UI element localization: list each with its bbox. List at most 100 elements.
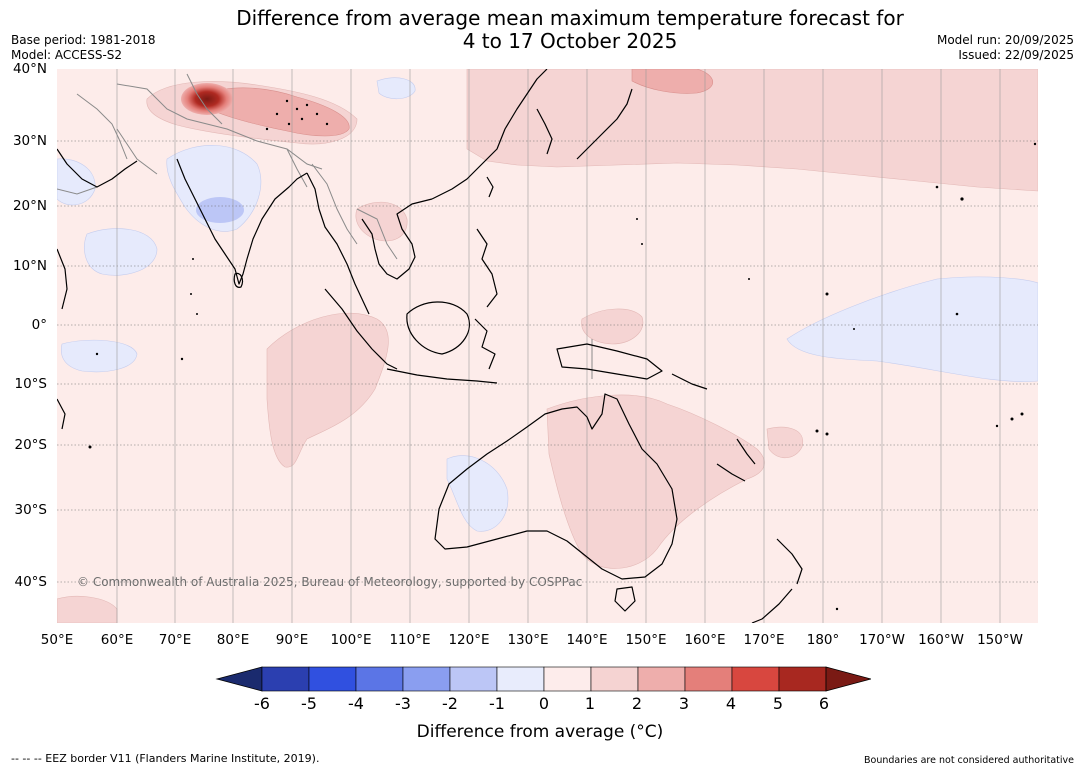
colorbar-tick-label: 1 [584, 694, 596, 713]
lat-label-10s: 10°S [14, 376, 48, 392]
lon-gridlines [116, 69, 1001, 623]
lon-label-70e: 70°E [158, 632, 192, 648]
arabia-cool-zone [57, 158, 96, 206]
colorbar-segment [543, 666, 592, 692]
taiwan-coast [486, 176, 494, 198]
borneo-coast [406, 301, 470, 355]
colorbar-tick-label: 2 [631, 694, 643, 713]
colorbar-title: Difference from average (°C) [416, 722, 664, 742]
colorbar-tick-label: -6 [254, 694, 270, 713]
new-zealand-south-coast [751, 588, 793, 623]
india-coast [176, 158, 308, 285]
colorbar-tick-label: 5 [772, 694, 784, 713]
india-cool-core [196, 197, 244, 223]
central-pacific-cool-zone [786, 276, 1038, 382]
indochina-coast [361, 198, 433, 280]
colorbar-segment [308, 666, 357, 692]
java-coast [386, 368, 498, 384]
new-guinea-coast [556, 343, 663, 380]
colorbar-segment [449, 666, 498, 692]
lat-label-30n: 30°N [12, 133, 47, 149]
tasmania-coast [614, 586, 636, 612]
sumatra-coast [324, 288, 398, 370]
colorbar-segment [637, 666, 686, 692]
lon-label-50e: 50°E [40, 632, 74, 648]
southwest-pacific-warm-zone [766, 426, 804, 459]
lat-label-30s: 30°S [14, 502, 48, 518]
lon-label-100e: 100°E [330, 632, 372, 648]
lon-label-80e: 80°E [216, 632, 250, 648]
anomaly-map[interactable] [57, 69, 1038, 623]
australia-coast [434, 393, 678, 580]
philippines-coast [476, 228, 498, 308]
lat-gridlines [57, 140, 1038, 583]
colorbar-tick-label: 0 [538, 694, 550, 713]
japan-coast [576, 88, 633, 160]
colorbar-tick-label: -5 [301, 694, 317, 713]
china-cool-zone [376, 77, 416, 100]
colorbar-tick-label: -3 [395, 694, 411, 713]
lon-label-170w: 170°W [859, 632, 905, 648]
western-ocean-cool-zone [61, 339, 138, 373]
north-pacific-warm-band [466, 69, 1038, 192]
colorbar-tick-label: -4 [348, 694, 364, 713]
lon-label-170e: 170°E [743, 632, 785, 648]
colorbar-arrow-low [215, 666, 263, 692]
colorbar-segment [731, 666, 780, 692]
colorbar-segment [261, 666, 310, 692]
china-coast [431, 69, 548, 200]
lat-label-20n: 20°N [12, 198, 47, 214]
lon-label-140e: 140°E [566, 632, 608, 648]
colorbar-segment [496, 666, 545, 692]
colorbar-segment [590, 666, 639, 692]
lat-label-20s: 20°S [14, 437, 48, 453]
lat-label-40s: 40°S [14, 574, 48, 590]
new-zealand-north-coast [776, 538, 803, 585]
madagascar-coast [57, 398, 66, 430]
eez-footnote: -- -- -- EEZ border V11 (Flanders Marine… [11, 752, 320, 765]
vanuatu-coast [736, 438, 756, 465]
new-caledonia-coast [716, 463, 746, 482]
tibet-warm-core [206, 87, 350, 137]
colorbar-segment [778, 666, 827, 692]
colorbar-segment [355, 666, 404, 692]
indian-ocean-warm-zone [266, 312, 389, 468]
coastlines [57, 69, 803, 623]
lon-label-130e: 130°E [507, 632, 549, 648]
lon-label-120e: 120°E [448, 632, 490, 648]
map-title-line1: Difference from average mean maximum tem… [236, 6, 904, 30]
lon-label-150w: 150°W [977, 632, 1023, 648]
lon-label-160e: 160°E [684, 632, 726, 648]
mongolia-warm-core [631, 69, 714, 94]
model-run: Model run: 20/09/2025 [936, 33, 1074, 47]
myanmar-thai-coast [306, 172, 370, 315]
small-islands [88, 99, 1037, 611]
base-period: Base period: 1981-2018 [11, 33, 156, 47]
colorbar-segment [684, 666, 733, 692]
lon-label-150e: 150°E [625, 632, 667, 648]
copyright-notice: © Commonwealth of Australia 2025, Bureau… [77, 575, 583, 589]
colorbar-tick-label: -1 [489, 694, 505, 713]
pakistan-hot-core [181, 83, 233, 115]
arabian-sea-cool-zone [84, 228, 158, 276]
lon-label-160w: 160°W [918, 632, 964, 648]
colorbar-tick-label: 3 [678, 694, 690, 713]
model-name: Model: ACCESS-S2 [11, 48, 123, 62]
map-title-line2: 4 to 17 October 2025 [462, 29, 678, 53]
colorbar-tick-label: 4 [725, 694, 737, 713]
korea-coast [536, 108, 553, 155]
country-borders [57, 73, 593, 379]
colorbar-tick-label: 6 [818, 694, 830, 713]
lat-label-10n: 10°N [12, 258, 47, 274]
colorbar-arrow-high [825, 666, 871, 692]
lat-label-40n: 40°N [12, 61, 47, 77]
solomons-coast [671, 373, 708, 390]
lon-label-180: 180° [806, 632, 840, 648]
sri-lanka-coast [233, 272, 244, 288]
cool-anomaly-light-regions [57, 77, 1038, 532]
boundaries-disclaimer: Boundaries are not considered authoritat… [864, 755, 1074, 766]
arabia-coast [57, 148, 138, 188]
warm-anomaly-light-regions [57, 69, 1038, 623]
png-warm-zone [581, 308, 644, 345]
lat-label-0: 0° [31, 317, 47, 333]
